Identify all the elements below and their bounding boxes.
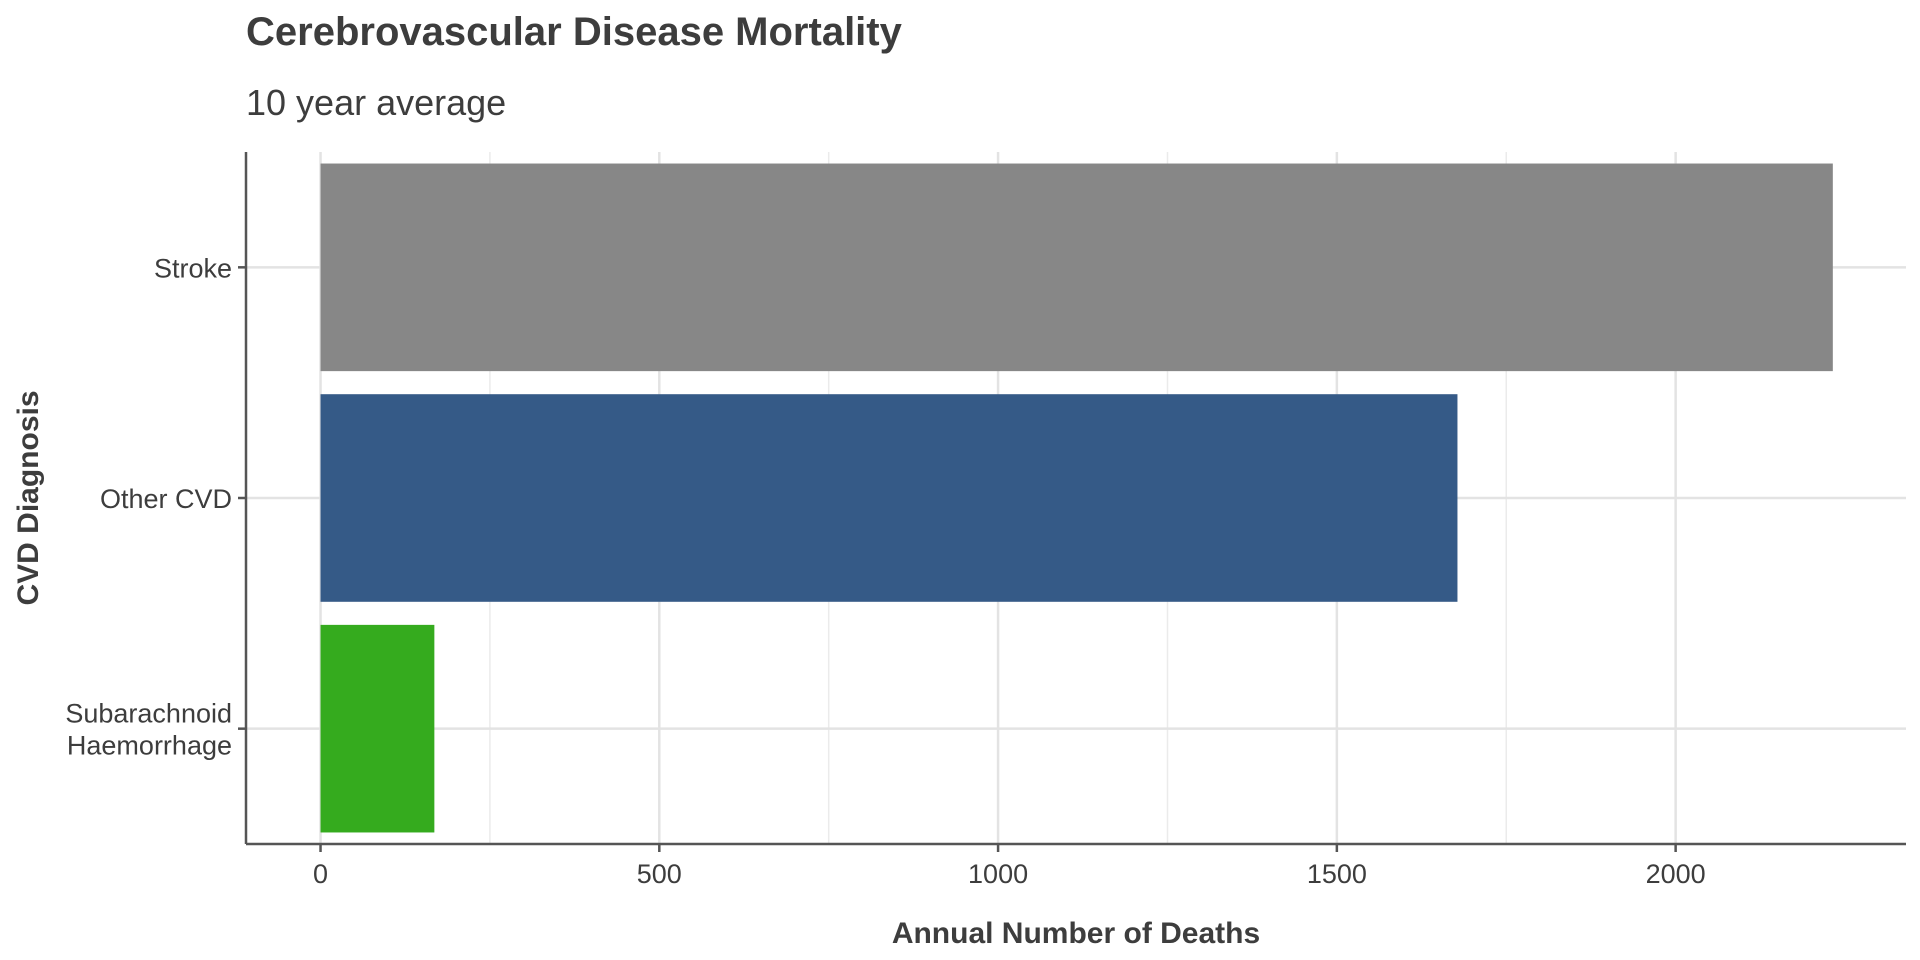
bar-other-cvd xyxy=(320,394,1458,602)
x-tick-label: 0 xyxy=(313,859,328,889)
x-tick-label: 500 xyxy=(637,859,682,889)
tick-labels: 0 500 1000 1500 2000 Stroke Other CVD Subarachn… xyxy=(65,253,1705,889)
x-tick-label: 1500 xyxy=(1307,859,1367,889)
y-tick-label: Stroke xyxy=(154,253,232,283)
y-tick-label: Subarachnoid Haemorrhage xyxy=(65,699,232,761)
y-tick-label: Other CVD xyxy=(100,484,232,514)
bar-subarachnoid-haemorrhage xyxy=(320,624,435,833)
x-axis-label: Annual Number of Deaths xyxy=(892,917,1260,950)
chart-subtitle: 10 year average xyxy=(246,82,507,123)
bar-stroke xyxy=(320,163,1833,372)
x-tick-label: 2000 xyxy=(1646,859,1706,889)
x-tick-label: 1000 xyxy=(968,859,1028,889)
y-axis-label: CVD Diagnosis xyxy=(12,390,45,605)
chart-title: Cerebrovascular Disease Mortality xyxy=(246,10,902,54)
bars xyxy=(320,163,1833,833)
